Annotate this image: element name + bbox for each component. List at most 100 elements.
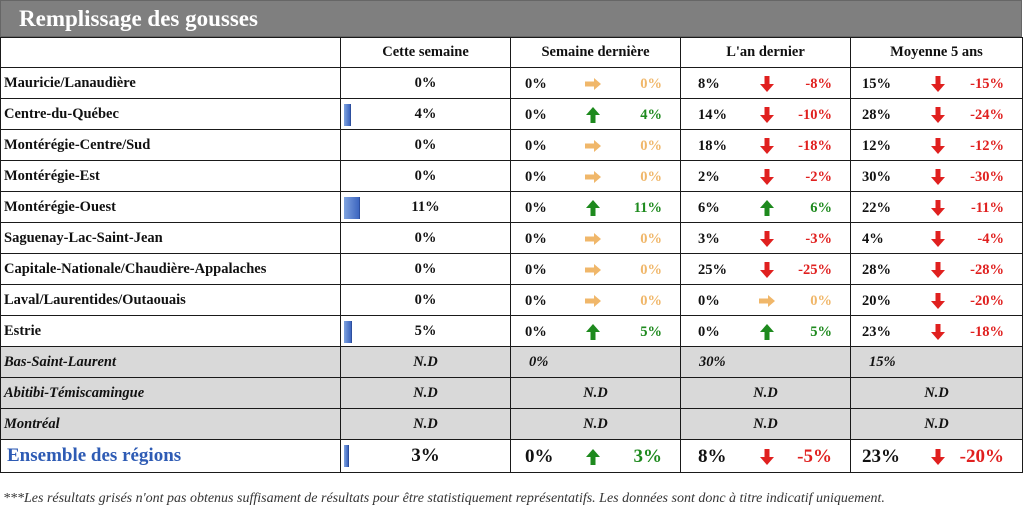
arrow-right-icon xyxy=(585,140,601,152)
total-label: Ensemble des régions xyxy=(0,439,341,473)
last-week-cell: 0% 0% xyxy=(510,160,681,192)
compare-value: 3% xyxy=(698,231,720,247)
last-week-cell: 0% 3% xyxy=(510,439,681,473)
this-week-cell: 0% xyxy=(340,67,511,99)
arrow-right-icon xyxy=(585,78,601,90)
arrow-up-icon xyxy=(586,107,600,123)
header-region xyxy=(0,37,341,68)
compare-value: 0% xyxy=(525,293,547,309)
compare-value: 22% xyxy=(862,200,891,216)
compare-value: 0% xyxy=(525,446,554,467)
difference-value: -25% xyxy=(798,262,832,278)
difference-value: -4% xyxy=(977,231,1004,247)
arrow-down-icon xyxy=(760,107,774,123)
last-week-cell: 0% 0% xyxy=(510,222,681,254)
compare-value: 6% xyxy=(698,200,720,216)
region-name: Mauricie/Lanaudière xyxy=(0,67,341,99)
difference-value: -20% xyxy=(959,446,1004,467)
arrow-right-icon xyxy=(585,264,601,276)
compare-value: 20% xyxy=(862,293,891,309)
avg-5-years-cell: 23% -20% xyxy=(850,439,1023,473)
difference-value: 0% xyxy=(640,231,662,247)
this-week-value: 0% xyxy=(414,291,437,308)
compare-value: 14% xyxy=(698,107,727,123)
avg-5-years-cell: 30% -30% xyxy=(850,160,1023,192)
this-week-value: N.D xyxy=(413,384,438,401)
difference-value: -2% xyxy=(805,169,832,185)
this-week-value: 11% xyxy=(411,198,440,215)
region-name: Montérégie-Centre/Sud xyxy=(0,129,341,161)
last-week-cell: N.D xyxy=(510,377,681,409)
this-week-cell: N.D xyxy=(340,346,511,378)
avg-5-years-cell: 23% -18% xyxy=(850,315,1023,347)
this-week-value: 4% xyxy=(414,105,437,122)
this-week-cell: 0% xyxy=(340,253,511,285)
compare-value: 15% xyxy=(862,76,891,92)
arrow-down-icon xyxy=(931,107,945,123)
table-row-insufficient: Bas-Saint-Laurent N.D 0% 30% 15% xyxy=(0,346,1023,378)
compare-value: 18% xyxy=(698,138,727,154)
last-year-cell: 30% xyxy=(680,346,851,378)
region-name: Abitibi-Témiscamingue xyxy=(0,377,341,409)
compare-value: 28% xyxy=(862,262,891,278)
difference-value: -3% xyxy=(805,231,832,247)
avg-5-years-cell: 20% -20% xyxy=(850,284,1023,316)
compare-value: 23% xyxy=(862,324,891,340)
table-row: Montérégie-Ouest 11% 0% 11% 6% 6% 22% -11% xyxy=(0,191,1023,223)
arrow-down-icon xyxy=(931,324,945,340)
avg5-cell: N.D xyxy=(850,377,1023,409)
footnote: ***Les résultats grisés n'ont pas obtenu… xyxy=(3,491,885,506)
last-week-cell: 0% 5% xyxy=(510,315,681,347)
last-year-cell: 6% 6% xyxy=(680,191,851,223)
difference-value: 5% xyxy=(640,324,662,340)
avg-5-years-cell: 4% -4% xyxy=(850,222,1023,254)
compare-value: 0% xyxy=(525,76,547,92)
this-week-cell: 5% xyxy=(340,315,511,347)
last-week-cell: 0% 4% xyxy=(510,98,681,130)
avg5-cell: 15% xyxy=(850,346,1023,378)
arrow-down-icon xyxy=(931,262,945,278)
avg-5-years-cell: 15% -15% xyxy=(850,67,1023,99)
arrow-down-icon xyxy=(931,200,945,216)
arrow-down-icon xyxy=(760,138,774,154)
this-week-value: 0% xyxy=(414,229,437,246)
difference-value: 0% xyxy=(640,76,662,92)
compare-value: 0% xyxy=(525,262,547,278)
header-avg-5-years: Moyenne 5 ans xyxy=(850,37,1023,68)
difference-value: -11% xyxy=(970,200,1004,216)
difference-value: 11% xyxy=(633,200,662,216)
arrow-right-icon xyxy=(585,171,601,183)
arrow-right-icon xyxy=(585,233,601,245)
arrow-down-icon xyxy=(760,169,774,185)
difference-value: 0% xyxy=(640,262,662,278)
arrow-down-icon xyxy=(760,449,774,465)
difference-value: 3% xyxy=(633,446,663,467)
difference-value: -15% xyxy=(970,76,1004,92)
difference-value: -24% xyxy=(970,107,1004,123)
compare-value: 25% xyxy=(698,262,727,278)
compare-value: 28% xyxy=(862,107,891,123)
header-last-week: Semaine dernière xyxy=(510,37,681,68)
data-bar xyxy=(344,321,352,343)
total-row: Ensemble des régions 3% 0% 3% 8% -5% 23% -20% xyxy=(0,439,1023,473)
this-week-value: 0% xyxy=(414,74,437,91)
table-row: Mauricie/Lanaudière 0% 0% 0% 8% -8% 15% -15% xyxy=(0,67,1023,99)
region-name: Saguenay-Lac-Saint-Jean xyxy=(0,222,341,254)
difference-value: 0% xyxy=(640,169,662,185)
arrow-down-icon xyxy=(760,262,774,278)
table-row: Estrie 5% 0% 5% 0% 5% 23% -18% xyxy=(0,315,1023,347)
difference-value: 5% xyxy=(810,324,832,340)
this-week-value: 3% xyxy=(411,445,440,466)
table-row: Laval/Laurentides/Outaouais 0% 0% 0% 0% 0% 20%… xyxy=(0,284,1023,316)
compare-value: 0% xyxy=(698,324,720,340)
arrow-down-icon xyxy=(760,76,774,92)
this-week-value: 5% xyxy=(414,322,437,339)
region-name: Estrie xyxy=(0,315,341,347)
this-week-value: 0% xyxy=(414,136,437,153)
this-week-cell: 0% xyxy=(340,222,511,254)
table-row-insufficient: Montréal N.D N.D N.D N.D xyxy=(0,408,1023,440)
last-week-cell: 0% 11% xyxy=(510,191,681,223)
last-year-cell: 18% -18% xyxy=(680,129,851,161)
this-week-cell: 0% xyxy=(340,284,511,316)
